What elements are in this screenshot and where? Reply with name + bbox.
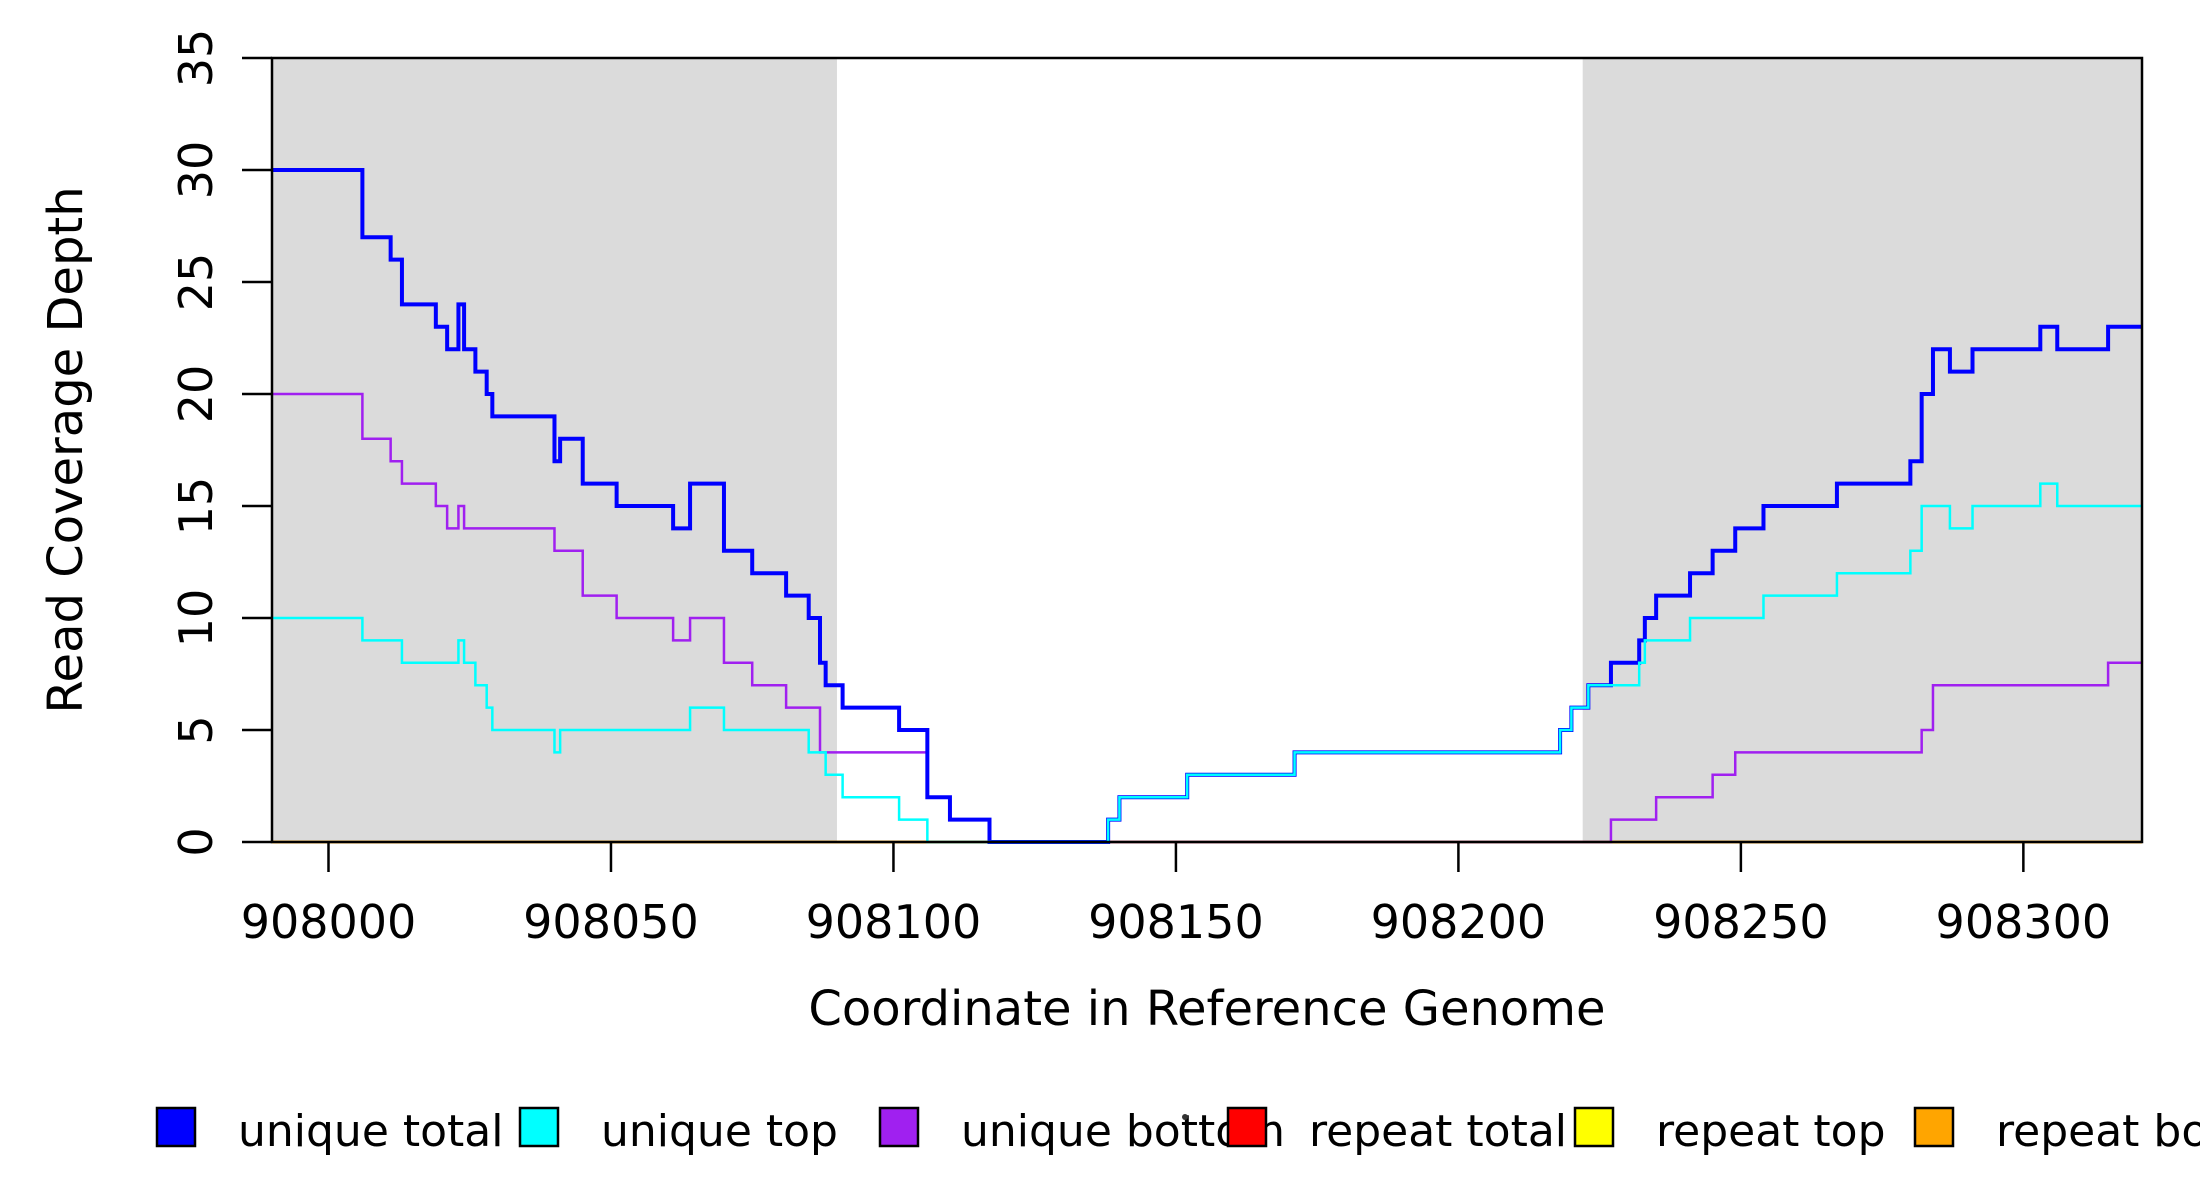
series-unique-total-line [272, 168, 2142, 844]
x-tick-label: 908250 [1653, 895, 1829, 949]
series-unique-bottom-line [272, 392, 2142, 844]
plot-border-box [270, 56, 2144, 844]
series-unique-top-line [272, 482, 2142, 844]
legend-label-unique-total: unique total [238, 1106, 503, 1157]
y-axis-title: Read Coverage Depth [38, 186, 94, 713]
x-tick-label: 908050 [523, 895, 699, 949]
y-tick-label: 35 [169, 29, 223, 88]
legend-item: unique top [518, 1106, 838, 1157]
y-tick-label: 30 [169, 141, 223, 200]
y-tick-label: 5 [169, 715, 223, 744]
legend-label-unique-top: unique top [601, 1106, 838, 1157]
legend-label-repeat-bottom: repeat bottom [1996, 1106, 2200, 1157]
legend-item: repeat total [1226, 1106, 1567, 1157]
x-tick-label: 908300 [1936, 895, 2112, 949]
stray-mark [1182, 1114, 1188, 1120]
y-tick-label: 20 [169, 365, 223, 424]
legend-swatch-unique-bottom [878, 1106, 920, 1148]
x-axis-title: Coordinate in Reference Genome [808, 981, 1605, 1037]
y-tick-label: 25 [169, 253, 223, 312]
legend-item: unique total [155, 1106, 503, 1157]
legend-swatch-unique-total [155, 1106, 197, 1148]
legend-swatch-unique-top [518, 1106, 560, 1148]
y-tick-label: 0 [169, 827, 223, 856]
x-tick-label: 908200 [1371, 895, 1547, 949]
legend-label-repeat-total: repeat total [1309, 1106, 1567, 1157]
axis-ticks-and-labels: 908000 908050 908100 908150 908200 908250 9083… [169, 29, 2111, 949]
shaded-region [1582, 58, 2142, 842]
x-tick-label: 908150 [1088, 895, 1264, 949]
legend: unique total unique top unique bottom re… [155, 1106, 2200, 1157]
legend-item: unique bottom [878, 1106, 1285, 1157]
legend-swatch-repeat-total [1226, 1106, 1268, 1148]
legend-swatch-repeat-top [1573, 1106, 1615, 1148]
legend-label-repeat-top: repeat top [1656, 1106, 1886, 1157]
legend-item: repeat top [1573, 1106, 1886, 1157]
legend-item: repeat bottom [1913, 1106, 2200, 1157]
legend-swatch-repeat-bottom [1913, 1106, 1955, 1148]
x-tick-label: 908100 [806, 895, 982, 949]
y-tick-label: 10 [169, 589, 223, 648]
shaded-regions [272, 58, 2142, 842]
x-tick-label: 908000 [241, 895, 417, 949]
y-tick-label: 15 [169, 477, 223, 536]
